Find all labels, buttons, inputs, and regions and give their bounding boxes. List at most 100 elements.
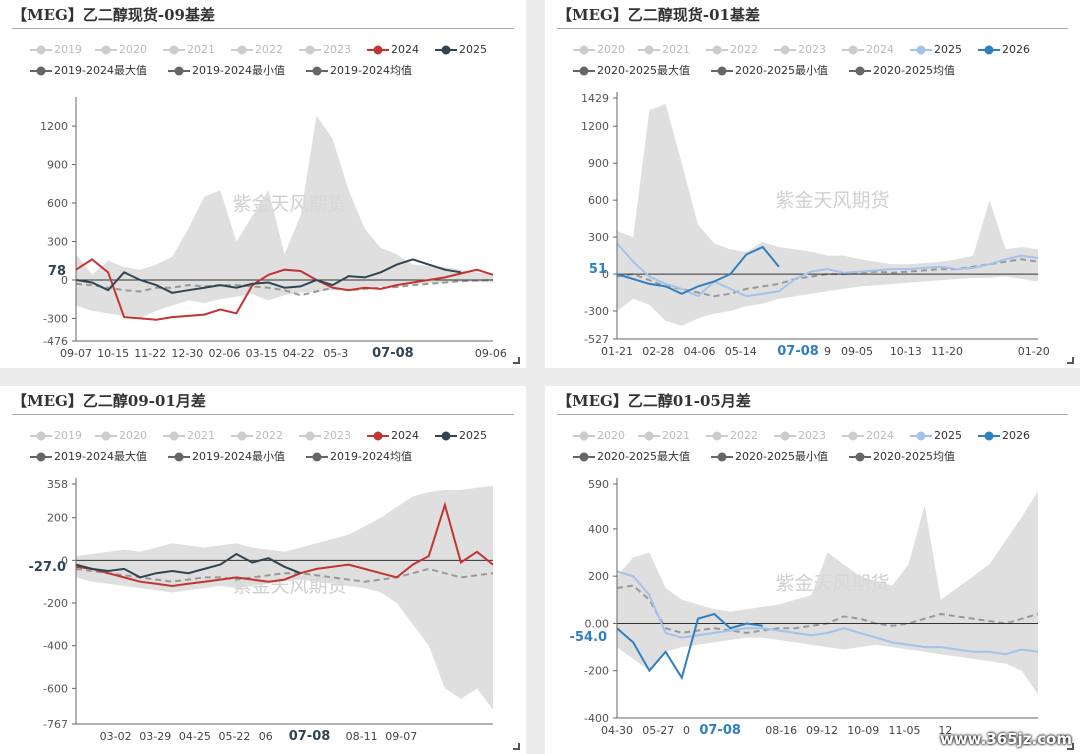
legend-symbol-icon [638, 45, 660, 55]
y-tick-label: 0.00 [585, 617, 610, 630]
legend-symbol-icon [163, 431, 185, 441]
legend-label: 2023 [798, 429, 826, 442]
legend-symbol-icon [849, 452, 871, 462]
series-line-b [616, 245, 780, 295]
legend-label: 2020-2025最小值 [735, 64, 828, 77]
legend-label: 2020 [119, 43, 147, 56]
legend-symbol-icon [573, 45, 595, 55]
legend-symbol-icon [711, 66, 733, 76]
legend-label: 2021 [187, 429, 215, 442]
legend-label: 2024 [391, 429, 419, 442]
y-tick-label: 900 [588, 157, 609, 170]
title-divider [557, 414, 1068, 415]
x-tick-label: 04-06 [684, 345, 716, 358]
y-tick-label: 0 [602, 268, 609, 281]
x-tick-label: 04-22 [283, 347, 315, 360]
legend-row: 2019 2020 2021 2022 2023 2024 2025 [0, 428, 526, 444]
chart-panel-2: 【MEG】乙二醇现货-01基差 2020 2021 2022 2023 2024 2025 2… [545, 0, 1080, 368]
legend-symbol-icon [435, 431, 457, 441]
pointer-bg [287, 727, 332, 744]
series-line-b [75, 552, 301, 579]
legend-symbol-icon [367, 431, 389, 441]
chart-title: 【MEG】乙二醇09-01月差 [12, 392, 206, 410]
legend-label: 2020-2025最小值 [735, 450, 828, 463]
y-tick-label: -400 [43, 640, 68, 653]
x-tick-label: 05-22 [218, 730, 250, 743]
x-tick-label: 06 [259, 730, 273, 743]
x-tick-label: 12-30 [171, 347, 203, 360]
legend-symbol-icon [774, 431, 796, 441]
x-tick-label: 01-20 [1018, 345, 1050, 358]
legend-symbol-icon [30, 66, 52, 76]
x-tick-label: 09-07 [60, 347, 92, 360]
legend-label: 2020-2025最大值 [597, 450, 690, 463]
x-tick-label: 09-12 [806, 724, 838, 737]
legend-symbol-icon [163, 45, 185, 55]
legend-symbol-icon [299, 45, 321, 55]
resize-handle-icon[interactable] [513, 743, 520, 750]
legend-symbol-icon [573, 431, 595, 441]
legend-symbol-icon [306, 452, 328, 462]
legend-label: 2020-2025最大值 [597, 64, 690, 77]
legend-label: 2019-2024均值 [330, 450, 412, 463]
x-tick-label: 05-27 [642, 724, 674, 737]
mean-line [75, 279, 494, 297]
x-tick-label: 03-29 [139, 730, 171, 743]
x-tick-label: 10-15 [97, 347, 129, 360]
legend-row: 2019 2020 2021 2022 2023 2024 2025 [0, 42, 526, 58]
x-tick-label: 05-14 [725, 345, 757, 358]
resize-handle-icon[interactable] [1067, 743, 1074, 750]
legend-symbol-icon [910, 45, 932, 55]
legend-label: 2019-2024最小值 [192, 64, 285, 77]
pointer-bg [776, 342, 821, 359]
legend-row: 2020-2025最大值 2020-2025最小值 2020-2025均值 [545, 63, 1080, 79]
legend-label: 2020 [597, 429, 625, 442]
legend-label: 2021 [187, 43, 215, 56]
y-tick-label: 600 [47, 197, 68, 210]
legend-label: 2022 [730, 429, 758, 442]
resize-handle-icon[interactable] [1067, 357, 1074, 364]
y-tick-label: -400 [584, 712, 609, 725]
x-tick-label: 09-07 [385, 730, 417, 743]
y-tick-label: 1429 [581, 92, 609, 105]
legend-symbol-icon [706, 45, 728, 55]
legend-row: 2019-2024最大值 2019-2024最小值 2019-2024均值 [0, 63, 526, 79]
y-tick-label: 400 [588, 523, 609, 536]
title-divider [12, 28, 514, 29]
legend-label: 2020-2025均值 [873, 64, 955, 77]
x-tick-label: 02-06 [208, 347, 240, 360]
legend-label: 2019 [54, 43, 82, 56]
chart-title: 【MEG】乙二醇01-05月差 [557, 392, 751, 410]
legend-label: 2023 [323, 429, 351, 442]
y-tick-label: 200 [588, 570, 609, 583]
chart-panel-1: 【MEG】乙二醇现货-09基差 2019 2020 2021 2022 2023 2024 2… [0, 0, 526, 368]
series-line-a [75, 501, 494, 588]
pointer-bg [370, 344, 415, 361]
legend-row: 2020 2021 2022 2023 2024 2025 2026 [545, 42, 1080, 58]
x-tick-label: 03-15 [246, 347, 278, 360]
legend-label: 2026 [1002, 429, 1030, 442]
resize-handle-icon[interactable] [513, 357, 520, 364]
y-tick-label: 300 [588, 231, 609, 244]
legend-label: 2021 [662, 43, 690, 56]
x-tick-label: 04-25 [179, 730, 211, 743]
y-tick-label: 300 [47, 235, 68, 248]
legend-symbol-icon [30, 452, 52, 462]
legend-label: 2025 [934, 429, 962, 442]
legend-label: 2023 [323, 43, 351, 56]
y-tick-label: 200 [47, 512, 68, 525]
legend-label: 2025 [934, 43, 962, 56]
chart-title: 【MEG】乙二醇现货-01基差 [557, 6, 760, 24]
legend-label: 2019-2024均值 [330, 64, 412, 77]
y-tick-label: 0 [61, 554, 68, 567]
x-tick-label: 01-21 [601, 345, 633, 358]
pointer-y-label: -27.0 [29, 560, 66, 575]
legend-label: 2025 [459, 429, 487, 442]
y-tick-label: -200 [43, 597, 68, 610]
y-tick-label: -300 [43, 312, 68, 325]
y-tick-label: 590 [588, 478, 609, 491]
chart-plot: 紫金天风期货5904002000.00-200-40004-3005-27007… [570, 478, 1039, 738]
